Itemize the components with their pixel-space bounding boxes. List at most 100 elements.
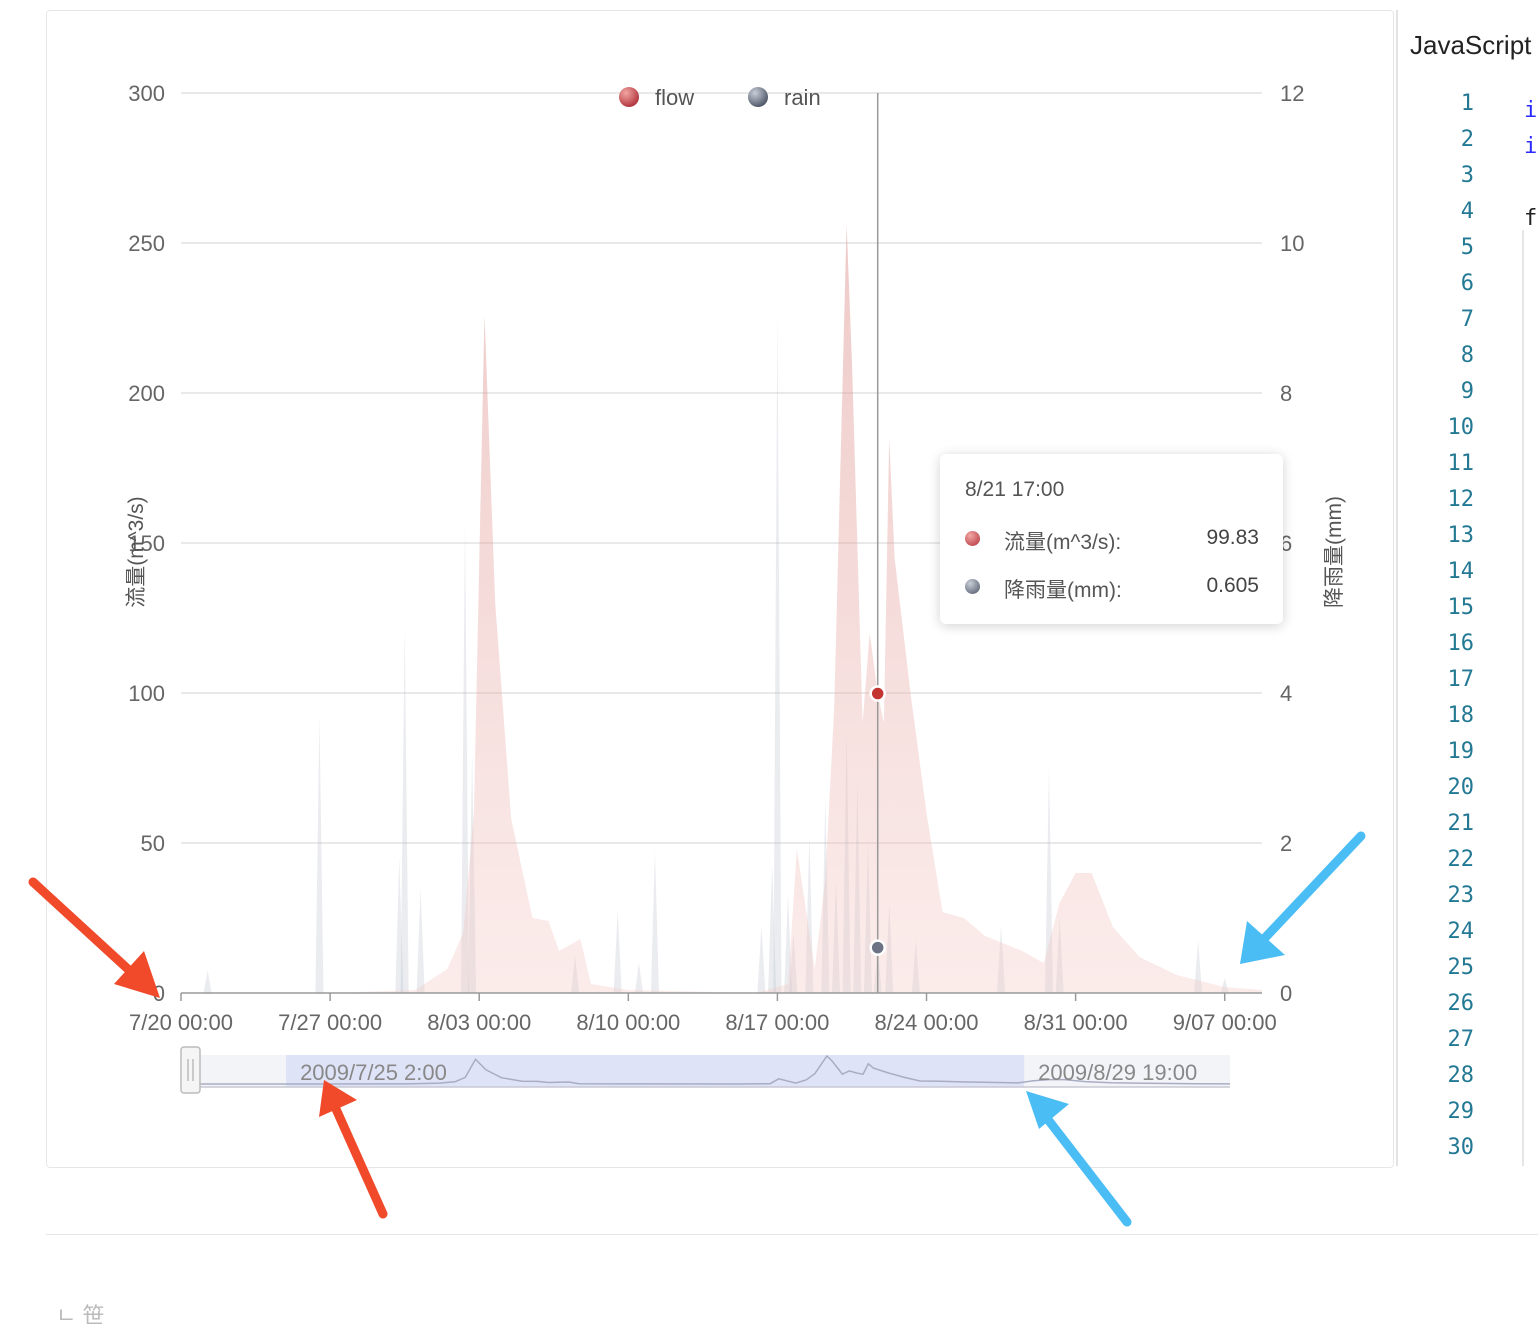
rain-point: [203, 970, 212, 993]
line-number: 26: [1447, 991, 1475, 1016]
rain-point: [395, 858, 404, 993]
line-number: 8: [1460, 343, 1474, 368]
x-tick-label: 7/20 00:00: [129, 1010, 233, 1035]
rain-point: [634, 963, 643, 993]
zoom-preview-line: [181, 1054, 1231, 1085]
y-axis-right-label: 降雨量(mm): [1323, 496, 1346, 608]
legend-item-rain[interactable]: rain: [748, 85, 821, 110]
rain-marker-icon: [965, 579, 980, 594]
x-tick-label: 8/03 00:00: [427, 1010, 531, 1035]
tooltip-rain-value: 0.605: [1206, 574, 1259, 597]
line-number: 11: [1447, 451, 1475, 476]
line-number: 24: [1447, 919, 1475, 944]
y-left-tick-label: 0: [153, 981, 165, 1006]
line-number: 12: [1447, 487, 1475, 512]
line-number: 14: [1447, 559, 1475, 584]
y-left-tick-label: 300: [128, 81, 165, 106]
zoom-handle[interactable]: [180, 1046, 201, 1094]
rain-point: [613, 910, 622, 993]
crosshair: [869, 93, 886, 993]
line-number: 18: [1447, 703, 1475, 728]
x-tick-label: 9/07 00:00: [1173, 1010, 1277, 1035]
line-number: 23: [1447, 883, 1475, 908]
rain-point: [416, 888, 425, 993]
rain-point: [461, 520, 470, 993]
line-number: 9: [1460, 379, 1474, 404]
legend-item-flow[interactable]: flow: [619, 85, 694, 110]
line-number: 19: [1447, 739, 1475, 764]
line-number: 16: [1447, 631, 1475, 656]
y-left-tick-label: 200: [128, 381, 165, 406]
line-number: 10: [1447, 415, 1475, 440]
zoom-selection: [286, 1055, 1025, 1087]
y-left-tick-label: 150: [128, 531, 165, 556]
line-number: 7: [1460, 307, 1474, 332]
tooltip-flow-value: 99.83: [1206, 526, 1259, 549]
code-editor-panel[interactable]: JavaScript 1 2 3 4 5 6 7 8 9 10 11 12 13 14 15 16 17 18 19…: [1396, 10, 1538, 1166]
code-keyword-line-1: in: [1524, 98, 1538, 123]
tooltip-row-rain: 降雨量(mm): 0.605: [965, 572, 1259, 602]
line-number: 15: [1447, 595, 1475, 620]
tooltip-flow-label: 流量(m^3/s):: [1004, 531, 1122, 554]
footer-text: ㄴ 笹: [56, 1303, 105, 1328]
rain-point: [773, 310, 782, 993]
line-number: 22: [1447, 847, 1475, 872]
data-zoom-slider[interactable]: 2009/7/25 2:00 2009/8/29 19:00: [180, 1046, 1231, 1094]
code-keyword-line-4: fo: [1524, 206, 1538, 231]
line-number: 3: [1460, 163, 1474, 188]
y-left-tick-label: 100: [128, 681, 165, 706]
zoom-end-label: 2009/8/29 19:00: [1038, 1060, 1197, 1085]
y-left-tick-label: 250: [128, 231, 165, 256]
code-indent-guide: [1522, 230, 1524, 1166]
y-right-tick-label: 12: [1280, 81, 1304, 106]
flow-highlight-point: [869, 685, 886, 702]
line-number: 28: [1447, 1063, 1475, 1088]
legend-flow-icon: [619, 87, 639, 107]
line-number: 30: [1447, 1135, 1475, 1160]
flow-marker-icon: [965, 531, 980, 546]
y-right-tick-label: 8: [1280, 381, 1292, 406]
line-number: 4: [1460, 199, 1474, 224]
chart-tooltip: 8/21 17:00 流量(m^3/s): 99.83 降雨量(mm): 0.6…: [940, 454, 1283, 624]
grid-lines: [181, 92, 1262, 844]
x-tick-label: 8/10 00:00: [576, 1010, 680, 1035]
y-right-tick-label: 4: [1280, 681, 1292, 706]
y-right-tick-label: 2: [1280, 831, 1292, 856]
rain-point: [400, 625, 409, 993]
line-number: 25: [1447, 955, 1475, 980]
code-panel-title: JavaScript: [1410, 30, 1532, 60]
line-number: 1: [1460, 91, 1474, 116]
x-tick-label: 8/17 00:00: [725, 1010, 829, 1035]
line-number: 5: [1460, 235, 1474, 260]
line-number: 21: [1447, 811, 1475, 836]
rain-point: [315, 715, 324, 993]
legend-rain-label: rain: [784, 85, 821, 110]
x-tick-label: 7/27 00:00: [278, 1010, 382, 1035]
tooltip-row-flow: 流量(m^3/s): 99.83: [965, 524, 1259, 554]
rain-point: [757, 925, 766, 993]
x-tick-label: 8/24 00:00: [875, 1010, 979, 1035]
line-number: 2: [1460, 127, 1474, 152]
tick-labels: 0 50 100 150 200 250 300 0 2 4 6 8 10 12 7/20 00:00 7/2…: [128, 81, 1304, 1035]
legend[interactable]: flow rain: [619, 85, 821, 110]
y-axis-left-label: 流量(m^3/s): [125, 496, 148, 607]
line-number: 13: [1447, 523, 1475, 548]
legend-rain-icon: [748, 87, 768, 107]
line-number: 17: [1447, 667, 1475, 692]
tooltip-rain-label: 降雨量(mm):: [1004, 579, 1122, 602]
line-number: 29: [1447, 1099, 1475, 1124]
axes: [180, 992, 1262, 1001]
y-right-tick-label: 6: [1280, 531, 1292, 556]
y-right-tick-label: 0: [1280, 981, 1292, 1006]
line-number: 27: [1447, 1027, 1475, 1052]
tooltip-title: 8/21 17:00: [965, 478, 1065, 501]
chart-panel: 0 50 100 150 200 250 300 0 2 4 6 8 10 12 7/20 00:00 7/2…: [46, 10, 1394, 1168]
zoom-start-label: 2009/7/25 2:00: [300, 1060, 447, 1085]
line-number: 6: [1460, 271, 1474, 296]
rain-point: [650, 850, 659, 993]
rain-highlight-point: [869, 939, 886, 956]
code-keyword-line-2: in: [1524, 134, 1538, 159]
chart-svg: 0 50 100 150 200 250 300 0 2 4 6 8 10 12 7/20 00:00 7/2…: [125, 81, 1346, 1094]
legend-flow-label: flow: [655, 85, 694, 110]
footer-divider: [46, 1234, 1538, 1235]
